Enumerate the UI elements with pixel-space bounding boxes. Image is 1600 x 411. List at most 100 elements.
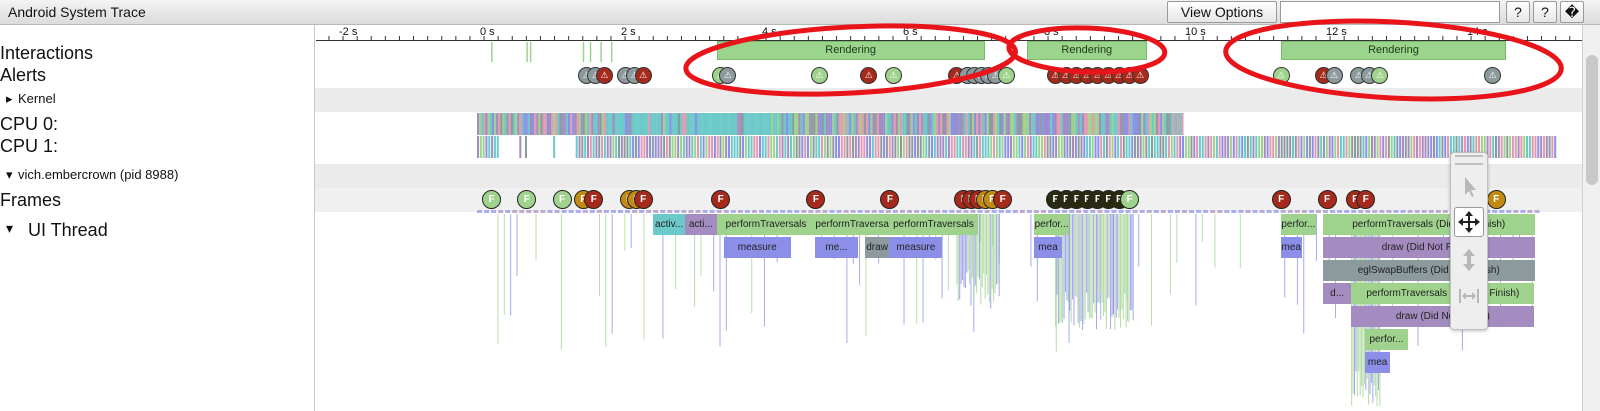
ui-thread-trace — [1090, 214, 1092, 318]
vertical-scrollbar[interactable] — [1582, 25, 1600, 411]
view-options-button[interactable]: View Options — [1167, 1, 1277, 23]
cpu0-slice — [1081, 113, 1085, 135]
frames-strip — [1217, 210, 1223, 213]
cpu0-slice — [891, 113, 894, 135]
frames-strip — [1393, 210, 1399, 213]
zoom-mode-icon[interactable] — [1454, 245, 1484, 275]
cpu0-slice — [1181, 113, 1184, 135]
cpu1-slice — [1337, 136, 1340, 158]
cpu1-slice — [680, 136, 683, 158]
frame-icon[interactable]: F — [633, 190, 653, 209]
ui-thread-trace — [1108, 214, 1110, 298]
cpu1-slice — [1308, 136, 1311, 158]
interaction-slice[interactable]: Rendering — [1280, 41, 1507, 60]
frame-icon[interactable]: F — [1356, 190, 1376, 209]
process-label[interactable]: vich.embercrown (pid 8988) — [18, 167, 179, 182]
ui-thread-slice[interactable]: draw (Did Not Finish) — [1351, 306, 1535, 327]
cpu0-slice — [639, 113, 643, 135]
cpu1-slice — [1483, 136, 1486, 158]
cpu1-slice — [928, 136, 931, 158]
ui-thread-slice[interactable]: draw (Did Not Finish) — [1323, 237, 1535, 258]
frame-icon[interactable]: F — [806, 190, 826, 209]
ui-thread-slice[interactable]: perfor... — [1365, 329, 1408, 350]
frame-icon[interactable]: F — [552, 190, 572, 209]
timing-mode-icon[interactable] — [1454, 281, 1484, 311]
cpu1-slice — [815, 136, 818, 158]
frames-strip — [1294, 210, 1300, 213]
ui-thread-slice[interactable]: performTraversals — [716, 214, 816, 235]
ui-thread-trace — [1303, 214, 1305, 334]
process-collapse-icon[interactable]: ▾ — [6, 167, 13, 182]
toolbar-drag-handle[interactable] — [1455, 155, 1483, 165]
cpu1-slice — [1514, 136, 1517, 158]
frame-icon[interactable]: F — [584, 190, 604, 209]
ui-thread-slice[interactable]: performTraversals — [815, 214, 890, 235]
ui-thread-slice[interactable]: mea — [1033, 237, 1063, 258]
cpu0-slice — [601, 113, 604, 135]
ui-thread-slice[interactable]: mea — [1365, 352, 1390, 373]
alert-icon[interactable]: ⚠ — [810, 67, 828, 84]
alert-icon[interactable]: ⚠ — [1272, 67, 1290, 84]
ui-thread-slice[interactable]: perfor... — [1280, 214, 1316, 235]
mouse-mode-toolbar[interactable] — [1450, 152, 1488, 330]
cpu0-slice — [950, 113, 953, 135]
alert-trace — [491, 42, 493, 62]
frame-icon[interactable]: F — [517, 190, 537, 209]
alert-icon[interactable]: ⚠ — [1131, 67, 1149, 84]
ui-thread-slice[interactable]: eglSwapBuffers (Did Not Finish) — [1323, 260, 1535, 281]
ui-thread-trace — [833, 214, 835, 259]
kernel-label[interactable]: Kernel — [18, 91, 56, 106]
frames-strip — [660, 210, 666, 213]
cpu1-slice — [649, 136, 652, 158]
ui-thread-slice[interactable]: measure — [723, 237, 791, 258]
alert-icon[interactable]: ⚠ — [884, 67, 902, 84]
alert-icon[interactable]: ⚠ — [595, 67, 613, 84]
alert-icon[interactable]: ⚠ — [997, 67, 1015, 84]
extra-button[interactable]: � — [1560, 1, 1584, 23]
frame-icon[interactable]: F — [711, 190, 731, 209]
frame-icon[interactable]: F — [482, 190, 502, 209]
ui-thread-slice[interactable]: draw — [864, 237, 890, 258]
ui-thread-slice[interactable]: me... — [815, 237, 858, 258]
frame-icon[interactable]: F — [1486, 190, 1506, 209]
interaction-slice[interactable]: Rendering — [716, 41, 985, 60]
cpu1-slice — [1447, 136, 1450, 158]
ui-thread-slice[interactable]: perfor... — [1033, 214, 1070, 235]
scrollbar-thumb[interactable] — [1586, 55, 1598, 185]
ui-thread-trace — [1069, 214, 1071, 311]
ui-thread-slice[interactable]: acti... — [684, 214, 717, 235]
cpu1-slice — [1049, 136, 1052, 158]
frame-icon[interactable]: F — [1271, 190, 1291, 209]
kernel-expand-icon[interactable]: ▸ — [6, 91, 13, 106]
cpu0-slice — [900, 113, 903, 135]
ui-thread-trace — [1442, 214, 1444, 257]
cpu1-slice — [795, 136, 798, 158]
frame-icon[interactable]: F — [880, 190, 900, 209]
ui-thread-slice[interactable]: performTraversals (Did Not Finish) — [1351, 283, 1535, 304]
alert-icon[interactable]: ⚠ — [634, 67, 652, 84]
cpu1-slice — [880, 136, 883, 158]
pan-mode-icon[interactable] — [1454, 207, 1484, 237]
cpu1-slice — [798, 136, 801, 158]
ui-thread-slice[interactable]: activ... — [653, 214, 685, 235]
help-button[interactable]: ? — [1506, 1, 1530, 23]
ui-thread-collapse-icon[interactable]: ▾ — [6, 220, 14, 236]
ui-thread-slice[interactable]: measure — [889, 237, 943, 258]
cpu1-slice — [578, 136, 581, 158]
selection-mode-icon[interactable] — [1454, 171, 1484, 201]
frame-icon[interactable]: F — [1317, 190, 1337, 209]
ui-thread-slice[interactable]: performTraversals — [889, 214, 978, 235]
cpu0-slice — [707, 113, 710, 135]
ui-thread-slice[interactable]: mea — [1280, 237, 1302, 258]
interaction-slice[interactable]: Rendering — [1026, 41, 1147, 60]
keyboard-help-button[interactable]: ? — [1533, 1, 1557, 23]
cpu1-slice — [553, 136, 556, 158]
frame-icon[interactable]: F — [1120, 190, 1140, 209]
ui-thread-slice[interactable]: d... — [1323, 283, 1352, 304]
cpu0-slice — [527, 113, 530, 135]
ui-thread-slice[interactable]: performTraversals (Did Not Finish) — [1323, 214, 1535, 235]
cpu1-slice — [1342, 136, 1345, 158]
frame-icon[interactable]: F — [993, 190, 1013, 209]
alert-icon[interactable]: ⚠ — [1325, 67, 1343, 84]
